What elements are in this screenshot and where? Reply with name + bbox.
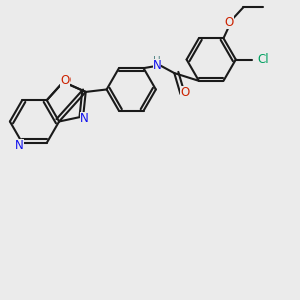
Text: Cl: Cl	[257, 53, 269, 66]
Text: O: O	[225, 16, 234, 29]
Text: N: N	[15, 139, 24, 152]
Text: H: H	[153, 56, 161, 67]
Text: O: O	[60, 74, 70, 87]
Text: N: N	[15, 139, 24, 152]
Text: O: O	[180, 86, 189, 99]
Text: N: N	[80, 112, 89, 125]
Text: N: N	[153, 59, 161, 72]
Text: O: O	[61, 74, 70, 87]
